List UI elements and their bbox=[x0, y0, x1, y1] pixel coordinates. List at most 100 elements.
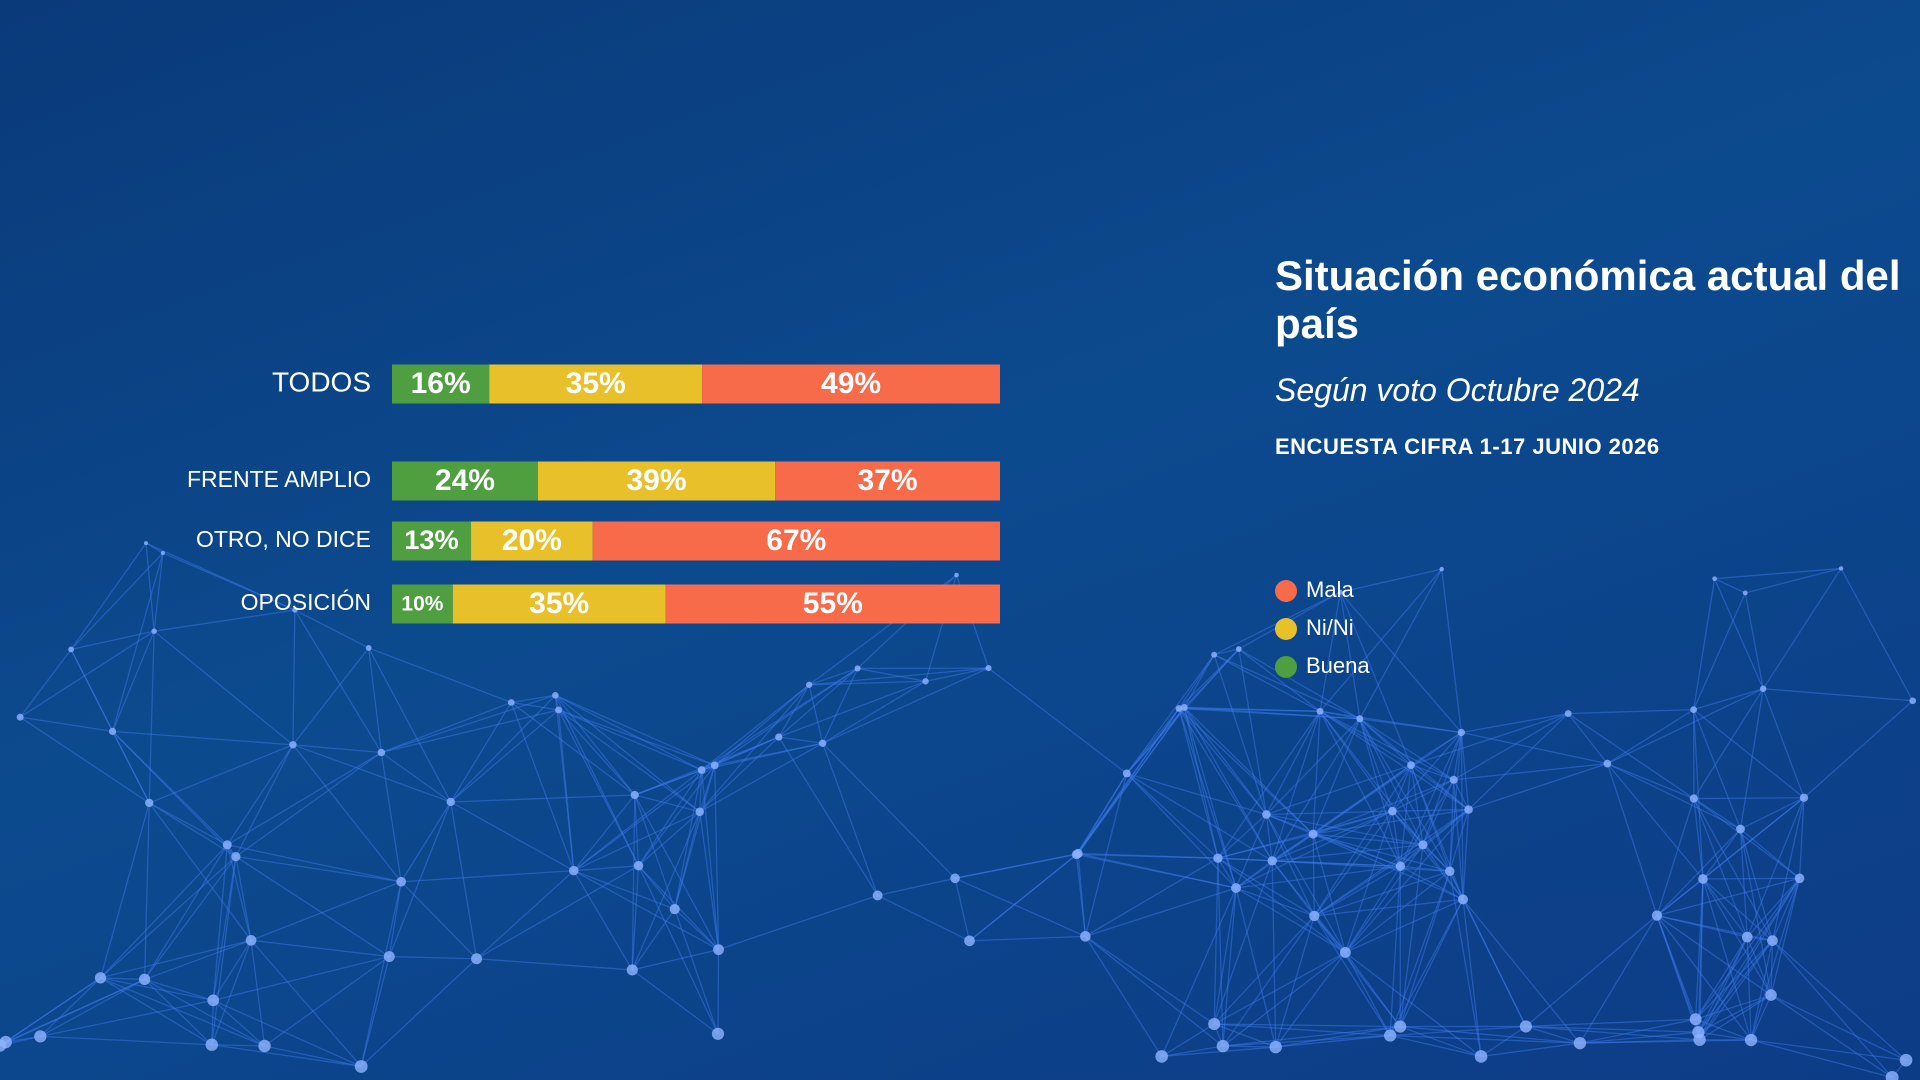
network-line bbox=[969, 935, 1086, 942]
network-line bbox=[778, 680, 926, 738]
network-line bbox=[381, 709, 559, 754]
network-line bbox=[1702, 878, 1773, 942]
network-line bbox=[100, 977, 145, 981]
network-line bbox=[0, 978, 145, 1047]
chart-note: ENCUESTA CIFRA 1-17 JUNIO 2026 bbox=[1275, 434, 1660, 459]
network-line bbox=[1462, 809, 1470, 900]
network-line bbox=[1183, 707, 1219, 859]
network-line bbox=[145, 542, 296, 611]
network-line bbox=[718, 894, 878, 951]
network-line bbox=[1699, 940, 1774, 1041]
network-line bbox=[235, 856, 252, 941]
network-line bbox=[1319, 710, 1401, 867]
network-line bbox=[148, 631, 155, 803]
network-line bbox=[1422, 844, 1451, 872]
network-line bbox=[112, 730, 237, 858]
network-line bbox=[573, 764, 716, 872]
network-line bbox=[148, 802, 237, 858]
network-node bbox=[383, 951, 395, 963]
network-line bbox=[1392, 808, 1469, 812]
network-line bbox=[1126, 772, 1219, 859]
network-line bbox=[554, 694, 640, 867]
network-line bbox=[699, 765, 716, 812]
network-line bbox=[212, 856, 237, 1001]
network-line bbox=[211, 1044, 265, 1047]
network-line bbox=[1697, 877, 1801, 1033]
network-line bbox=[212, 999, 265, 1047]
network-line bbox=[1389, 899, 1464, 1036]
network-node bbox=[1698, 874, 1708, 884]
network-line bbox=[264, 1045, 362, 1068]
network-node bbox=[1909, 697, 1917, 705]
network-line bbox=[1453, 732, 1463, 780]
network-line bbox=[1272, 860, 1401, 867]
network-line bbox=[144, 856, 237, 980]
network-line bbox=[1126, 772, 1267, 816]
network-line bbox=[809, 667, 989, 686]
network-line bbox=[1213, 654, 1267, 815]
chart-subtitle: Según voto Octubre 2024 bbox=[1275, 372, 1640, 408]
network-line bbox=[1271, 764, 1412, 862]
network-node bbox=[446, 797, 455, 807]
network-line bbox=[1084, 935, 1224, 1047]
network-line bbox=[1579, 1039, 1700, 1044]
network-line bbox=[235, 751, 382, 858]
network-node bbox=[1458, 894, 1468, 905]
network-line bbox=[638, 764, 716, 867]
network-line bbox=[1453, 763, 1608, 781]
network-node bbox=[1208, 1018, 1221, 1031]
network-node bbox=[68, 646, 74, 653]
network-line bbox=[227, 844, 402, 883]
network-line bbox=[1702, 878, 1772, 996]
network-line bbox=[1217, 857, 1346, 953]
network-line bbox=[100, 939, 252, 979]
network-line bbox=[212, 999, 362, 1068]
network-line bbox=[368, 647, 512, 704]
network-line bbox=[1213, 915, 1315, 1025]
network-line bbox=[1126, 707, 1185, 774]
network-line bbox=[1422, 809, 1469, 846]
network-line bbox=[1213, 860, 1273, 1025]
network-line bbox=[1213, 648, 1239, 656]
network-node bbox=[1744, 1033, 1758, 1047]
network-line bbox=[1449, 870, 1464, 900]
network-line bbox=[1085, 887, 1237, 937]
network-line bbox=[1656, 828, 1741, 917]
network-line bbox=[634, 794, 720, 950]
network-line bbox=[1266, 764, 1412, 816]
network-line bbox=[1312, 731, 1462, 835]
network-line bbox=[1693, 797, 1804, 800]
network-line bbox=[1319, 592, 1341, 712]
network-node bbox=[1395, 861, 1406, 871]
network-line bbox=[510, 701, 636, 796]
network-line bbox=[1339, 592, 1361, 719]
network-line bbox=[1312, 718, 1361, 835]
network-line bbox=[292, 744, 382, 754]
network-line bbox=[1525, 1025, 1699, 1033]
network-line bbox=[1084, 935, 1215, 1025]
network-line bbox=[1656, 878, 1704, 917]
network-line bbox=[1481, 1042, 1580, 1058]
network-line bbox=[1803, 700, 1914, 799]
network-line bbox=[1693, 709, 1805, 799]
network-node bbox=[1736, 824, 1745, 834]
network-node bbox=[552, 691, 559, 699]
network-line bbox=[1525, 915, 1658, 1027]
network-line bbox=[388, 881, 402, 957]
network-line bbox=[1126, 654, 1215, 774]
network-line bbox=[558, 709, 702, 771]
network-line bbox=[1314, 870, 1450, 917]
network-line bbox=[211, 940, 252, 1045]
network-line bbox=[1344, 865, 1401, 953]
network-line bbox=[1693, 798, 1741, 830]
network-line bbox=[1344, 809, 1470, 953]
network-line bbox=[1750, 1039, 1893, 1079]
network-line bbox=[573, 794, 636, 872]
category-label: TODOS bbox=[272, 366, 371, 397]
network-line bbox=[1319, 568, 1443, 712]
network-line bbox=[1656, 915, 1697, 1020]
category-label: FRENTE AMPLIO bbox=[187, 466, 371, 492]
network-line bbox=[1312, 779, 1454, 835]
network-line bbox=[1339, 591, 1462, 733]
value-label: 55% bbox=[803, 587, 863, 620]
